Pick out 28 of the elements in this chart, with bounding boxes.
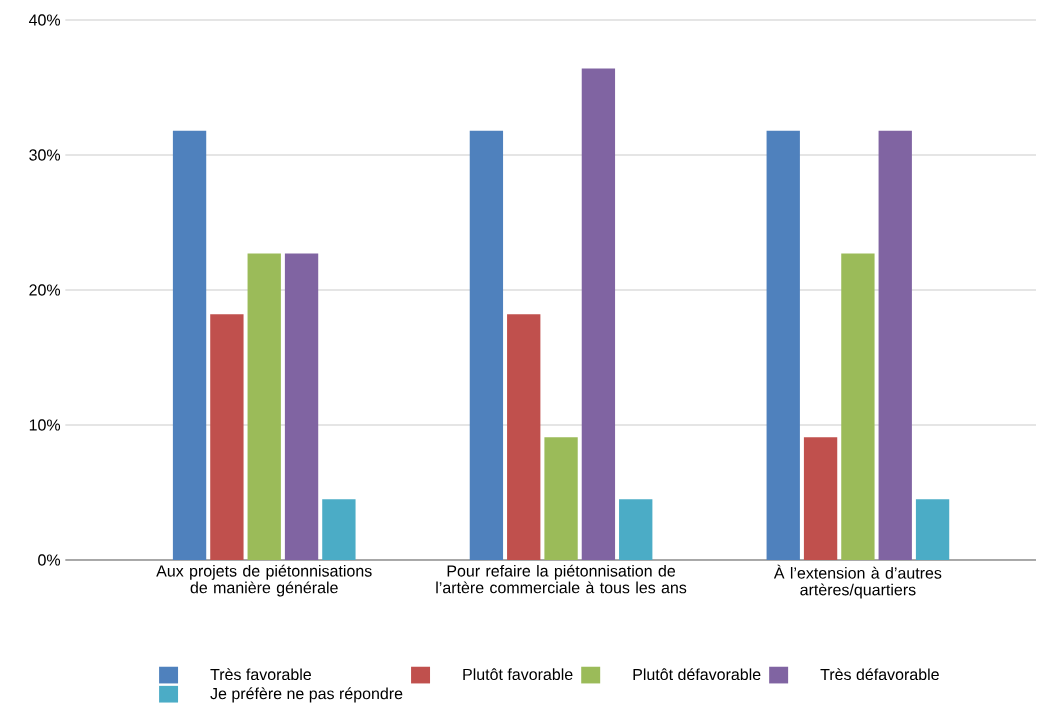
- bar: [284, 253, 319, 560]
- bar: [210, 314, 244, 560]
- x-tick-label: À l’extension à d’autres artères/quartiers: [773, 564, 942, 599]
- bar: [619, 499, 653, 560]
- bar: [915, 499, 950, 560]
- y-tick-label: 30%: [29, 149, 61, 161]
- bar: [507, 314, 541, 560]
- bar: [841, 253, 875, 560]
- bar: [469, 130, 504, 560]
- bar: [322, 499, 356, 560]
- bar: [172, 130, 207, 560]
- bar: [544, 437, 578, 560]
- y-tick-label: 20%: [29, 284, 61, 296]
- bar: [878, 130, 912, 560]
- bar: [803, 437, 838, 560]
- bar: [766, 130, 800, 560]
- legend-label: Je préfère ne pas répondre: [210, 687, 403, 703]
- legend-label: Très favorable: [210, 668, 311, 681]
- x-tick-label: Aux projets de piétonnisations de manière générale: [156, 564, 372, 597]
- bar: [247, 253, 281, 560]
- x-tick-label: Pour refaire la piétonnisation de l’artère commerciale à tous les ans: [436, 564, 687, 594]
- y-tick-label: 40%: [28, 14, 61, 26]
- bar: [581, 68, 616, 560]
- y-tick-label: 10%: [29, 419, 61, 431]
- legend-label: Plutôt favorable: [463, 668, 573, 681]
- y-tick-label: 0%: [38, 554, 61, 566]
- legend-label: Très défavorable: [820, 668, 939, 681]
- legend-label: Plutôt défavorable: [633, 668, 761, 681]
